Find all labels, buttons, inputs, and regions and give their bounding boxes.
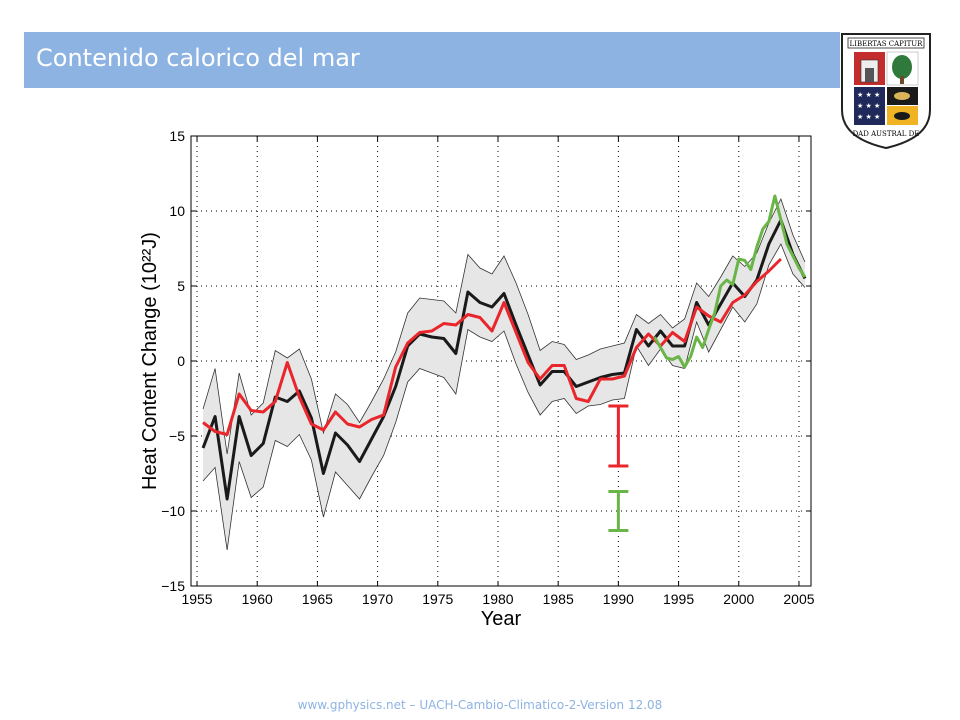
y-tick-label: −10 xyxy=(161,503,185,519)
svg-text:★ ★ ★: ★ ★ ★ xyxy=(857,113,880,121)
error-bar-red xyxy=(608,404,629,468)
uncertainty-band xyxy=(203,199,805,550)
x-tick-label: 1980 xyxy=(482,591,513,607)
series-green-line xyxy=(653,194,807,369)
series-black-line xyxy=(201,218,807,501)
x-tick-label: 1955 xyxy=(181,591,212,607)
svg-text:★ ★ ★: ★ ★ ★ xyxy=(857,102,880,110)
slide-title: Contenido calorico del mar xyxy=(36,44,360,72)
x-tick-label: 1965 xyxy=(302,591,333,607)
series-red-line xyxy=(202,257,782,436)
x-tick-label: 1985 xyxy=(543,591,574,607)
y-axis-title: Heat Content Change (10²²J) xyxy=(139,232,161,490)
y-tick-label: 15 xyxy=(169,128,185,144)
title-bar: Contenido calorico del mar xyxy=(24,32,840,88)
svg-text:★ ★ ★: ★ ★ ★ xyxy=(857,91,880,99)
x-tick-label: 1990 xyxy=(603,591,634,607)
footer-source: www.gphysics.net – UACH-Cambio-Climatico… xyxy=(297,698,663,712)
y-tick-label: −5 xyxy=(169,428,185,444)
heat-content-chart: 1955 1960 1965 1970 1975 1980 1985 1990 1995 2000… xyxy=(139,128,815,630)
x-tick-label: 1995 xyxy=(663,591,694,607)
band-upper-edge xyxy=(202,197,806,455)
y-tick-label: −15 xyxy=(161,578,185,594)
x-tick-label: 2005 xyxy=(783,591,814,607)
x-tick-label: 1975 xyxy=(422,591,453,607)
y-tick-label: 0 xyxy=(177,353,185,369)
error-bar-green xyxy=(608,490,629,532)
svg-text:DAD AUSTRAL DE: DAD AUSTRAL DE xyxy=(853,130,920,138)
crest-motto: LIBERTAS CAPITUR xyxy=(850,40,924,48)
university-crest-logo: LIBERTAS CAPITUR ★ ★ ★ ★ ★ ★ ★ ★ ★ DAD A… xyxy=(841,33,931,150)
x-tick-label: 1970 xyxy=(362,591,393,607)
x-axis-title: Year xyxy=(481,608,522,630)
x-tick-label: 2000 xyxy=(723,591,754,607)
y-tick-label: 10 xyxy=(169,203,185,219)
y-tick-label: 5 xyxy=(177,278,185,294)
x-tick-label: 1960 xyxy=(242,591,273,607)
